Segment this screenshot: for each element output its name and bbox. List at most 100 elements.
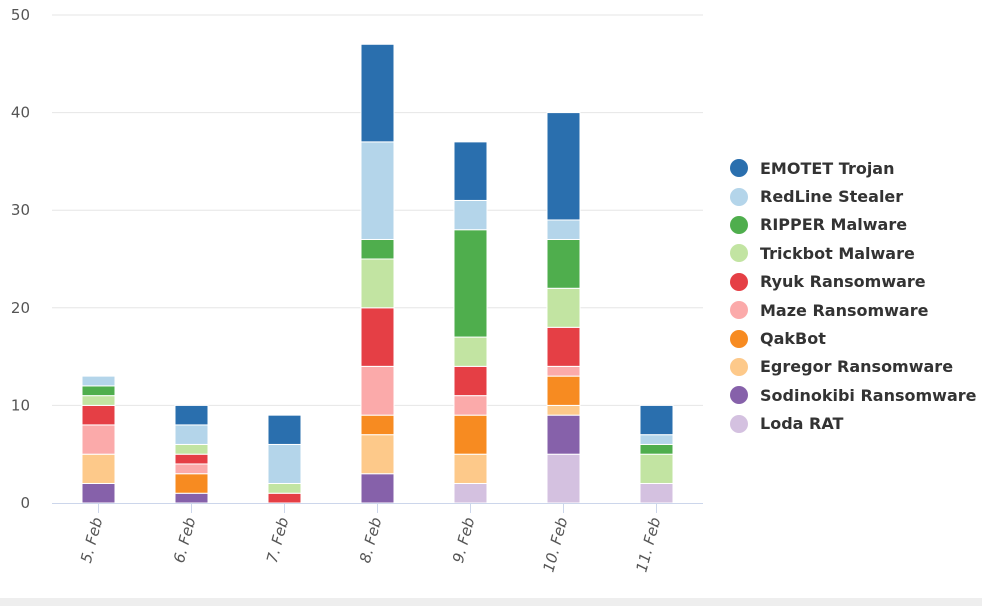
bar-segment[interactable] — [639, 482, 674, 504]
x-tick-label: 10. Feb — [539, 515, 571, 574]
bar-segment[interactable] — [453, 365, 488, 397]
bar-segment[interactable] — [546, 404, 581, 416]
bar-segment[interactable] — [546, 414, 581, 455]
bar-segment[interactable] — [546, 453, 581, 504]
bar-segment[interactable] — [546, 219, 581, 240]
bar-segment[interactable] — [360, 365, 395, 416]
legend-item[interactable]: Egregor Ransomware — [730, 353, 976, 381]
x-tick-label: 5. Feb — [77, 515, 106, 565]
bar-segment[interactable] — [174, 492, 209, 504]
legend-label: RedLine Stealer — [760, 187, 904, 207]
legend-label: Trickbot Malware — [760, 243, 915, 263]
bar-segment[interactable] — [453, 482, 488, 504]
legend-swatch — [730, 414, 748, 433]
bar-segment[interactable] — [453, 395, 488, 416]
bar-segment[interactable] — [360, 141, 395, 240]
legend-label: Loda RAT — [760, 414, 844, 434]
bar-segment[interactable] — [174, 453, 209, 465]
bar-segment[interactable] — [546, 326, 581, 367]
bar-segment[interactable] — [639, 453, 674, 484]
bar-stack — [360, 43, 395, 504]
legend-swatch — [730, 329, 748, 348]
bar-segment[interactable] — [639, 404, 674, 436]
legend-item[interactable]: RedLine Stealer — [730, 182, 976, 210]
bar-segment[interactable] — [453, 141, 488, 201]
bar-segment[interactable] — [360, 43, 395, 143]
y-tick-label: 0 — [20, 494, 30, 512]
bar-segment[interactable] — [360, 238, 395, 260]
bar-segment[interactable] — [546, 112, 581, 221]
bar-segment[interactable] — [81, 404, 116, 426]
bar-segment[interactable] — [81, 424, 116, 455]
bar-segment[interactable] — [174, 443, 209, 455]
legend-label: Maze Ransomware — [760, 300, 929, 320]
legend-label: QakBot — [760, 329, 826, 349]
legend-label: RIPPER Malware — [760, 215, 908, 235]
legend-item[interactable]: Ryuk Ransomware — [730, 268, 976, 296]
bar-segment[interactable] — [174, 424, 209, 445]
y-tick-label: 20 — [11, 299, 30, 317]
bar-segment[interactable] — [81, 395, 116, 406]
bar-segment[interactable] — [267, 443, 302, 484]
x-tick-label: 7. Feb — [263, 515, 292, 565]
legend-swatch — [730, 301, 748, 320]
bar-segment[interactable] — [81, 375, 116, 387]
legend-item[interactable]: RIPPER Malware — [730, 211, 976, 239]
legend-swatch — [730, 215, 748, 234]
footer-bar — [0, 598, 982, 606]
x-tick-label: 9. Feb — [449, 515, 478, 565]
bar-stack — [81, 375, 116, 504]
legend-swatch — [730, 272, 748, 291]
bar-stack — [453, 141, 488, 504]
bar-segment[interactable] — [639, 443, 674, 455]
bar-segment[interactable] — [360, 434, 395, 475]
bar-segment[interactable] — [174, 463, 209, 475]
bar-segment[interactable] — [453, 336, 488, 367]
legend-item[interactable]: Maze Ransomware — [730, 296, 976, 324]
bar-segment[interactable] — [174, 473, 209, 494]
legend: EMOTET Trojan RedLine Stealer RIPPER Malwa… — [730, 154, 976, 438]
legend-label: Egregor Ransomware — [760, 357, 954, 377]
x-tick-label: 8. Feb — [356, 515, 385, 565]
legend-swatch — [730, 357, 748, 376]
legend-label: EMOTET Trojan — [760, 158, 895, 178]
legend-swatch — [730, 187, 748, 206]
bar-segment[interactable] — [360, 307, 395, 367]
bar-segment[interactable] — [453, 229, 488, 338]
y-tick-label: 30 — [11, 201, 30, 219]
bar-segment[interactable] — [267, 492, 302, 504]
bar-segment[interactable] — [546, 287, 581, 328]
bar-segment[interactable] — [360, 258, 395, 309]
bar-segment[interactable] — [267, 482, 302, 494]
legend-item[interactable]: Sodinokibi Ransomware — [730, 381, 976, 409]
bar-stack — [174, 404, 209, 504]
bar-segment[interactable] — [360, 473, 395, 504]
bar-segment[interactable] — [174, 404, 209, 426]
bar-segment[interactable] — [639, 434, 674, 445]
bar-segment[interactable] — [453, 199, 488, 231]
legend-item[interactable]: Trickbot Malware — [730, 239, 976, 267]
bar-segment[interactable] — [546, 238, 581, 289]
bar-segment[interactable] — [453, 453, 488, 484]
legend-item[interactable]: EMOTET Trojan — [730, 154, 976, 182]
bar-segment[interactable] — [267, 414, 302, 445]
bar-segment[interactable] — [546, 375, 581, 406]
legend-swatch — [730, 159, 748, 178]
y-tick-label: 10 — [11, 396, 30, 414]
legend-item[interactable]: Loda RAT — [730, 410, 976, 438]
legend-swatch — [730, 244, 748, 263]
bar-segment[interactable] — [360, 414, 395, 436]
bar-segment[interactable] — [453, 414, 488, 455]
x-tick-label: 11. Feb — [632, 515, 664, 574]
x-axis: 5. Feb 6. Feb 7. Feb 8. Feb 9. Feb 10. Feb 11.… — [52, 503, 703, 574]
y-tick-label: 40 — [11, 104, 30, 122]
bar-segment[interactable] — [81, 482, 116, 504]
bar-segment[interactable] — [546, 365, 581, 377]
x-tick-label: 6. Feb — [170, 515, 199, 565]
legend-item[interactable]: QakBot — [730, 324, 976, 352]
bar-segment[interactable] — [81, 453, 116, 484]
bar-segment[interactable] — [81, 385, 116, 397]
legend-swatch — [730, 386, 748, 405]
bar-stack — [546, 112, 581, 504]
